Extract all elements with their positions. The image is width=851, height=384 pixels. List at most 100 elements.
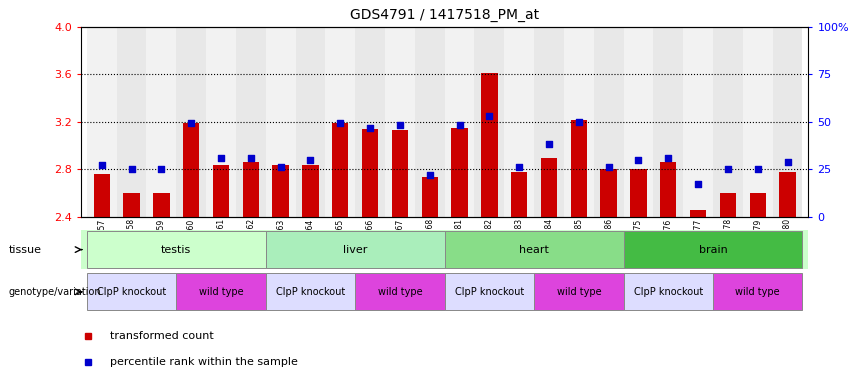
Point xyxy=(155,166,168,172)
Point xyxy=(393,122,407,129)
Point xyxy=(214,154,228,161)
Bar xyxy=(505,27,534,217)
Bar xyxy=(564,27,594,217)
Bar xyxy=(594,27,624,217)
Bar xyxy=(87,231,266,268)
Text: liver: liver xyxy=(343,245,368,255)
Title: GDS4791 / 1417518_PM_at: GDS4791 / 1417518_PM_at xyxy=(350,8,540,22)
Bar xyxy=(243,162,259,217)
Bar xyxy=(444,27,475,217)
Point xyxy=(512,164,526,170)
Bar xyxy=(332,123,348,217)
Bar xyxy=(683,27,713,217)
Bar xyxy=(713,273,802,310)
Text: ClpP knockout: ClpP knockout xyxy=(276,287,346,297)
Point xyxy=(95,162,109,168)
Bar xyxy=(236,27,266,217)
Bar xyxy=(123,193,140,217)
Bar xyxy=(183,123,199,217)
Bar xyxy=(541,157,557,217)
Point xyxy=(274,164,288,170)
Bar xyxy=(94,174,110,217)
Bar xyxy=(713,27,743,217)
Text: wild type: wild type xyxy=(557,287,601,297)
Bar xyxy=(87,27,117,217)
Bar xyxy=(421,177,438,217)
Bar xyxy=(266,231,444,268)
Bar xyxy=(176,273,266,310)
Point xyxy=(423,172,437,179)
Bar xyxy=(302,165,318,217)
Bar xyxy=(391,130,408,217)
Bar xyxy=(773,27,802,217)
Bar xyxy=(743,27,773,217)
Point xyxy=(721,166,734,172)
Bar xyxy=(481,73,498,217)
Point xyxy=(334,120,347,126)
Bar xyxy=(624,231,802,268)
Bar xyxy=(654,27,683,217)
Text: ClpP knockout: ClpP knockout xyxy=(97,287,166,297)
Bar xyxy=(444,231,624,268)
Point xyxy=(572,119,585,125)
Point xyxy=(691,180,705,187)
Bar xyxy=(362,129,379,217)
Bar xyxy=(720,193,736,217)
Bar xyxy=(534,27,564,217)
Bar xyxy=(475,27,505,217)
Point xyxy=(542,141,556,147)
Point xyxy=(751,166,764,172)
Point xyxy=(602,164,615,170)
Point xyxy=(363,125,377,131)
Bar xyxy=(624,27,654,217)
Point xyxy=(453,122,466,129)
Bar xyxy=(660,162,677,217)
Text: percentile rank within the sample: percentile rank within the sample xyxy=(110,357,298,367)
Bar xyxy=(206,27,236,217)
Bar xyxy=(153,193,169,217)
Bar xyxy=(624,273,713,310)
Bar xyxy=(117,27,146,217)
Bar xyxy=(780,172,796,217)
Text: wild type: wild type xyxy=(735,287,780,297)
Bar xyxy=(690,210,706,217)
Bar xyxy=(355,273,445,310)
Bar xyxy=(444,273,534,310)
Bar xyxy=(295,27,325,217)
Bar xyxy=(511,172,528,217)
Bar xyxy=(631,169,647,217)
Bar xyxy=(325,27,355,217)
Point xyxy=(185,120,198,126)
Text: genotype/variation: genotype/variation xyxy=(9,287,101,297)
Text: testis: testis xyxy=(161,245,191,255)
Point xyxy=(244,154,258,161)
Bar xyxy=(355,27,385,217)
Bar xyxy=(213,165,229,217)
Point xyxy=(483,113,496,119)
Bar xyxy=(385,27,414,217)
Point xyxy=(304,157,317,163)
Bar xyxy=(451,128,468,217)
Text: wild type: wild type xyxy=(198,287,243,297)
Point xyxy=(780,159,794,166)
Bar xyxy=(534,273,624,310)
Bar xyxy=(571,119,587,217)
Text: transformed count: transformed count xyxy=(110,331,214,341)
Text: brain: brain xyxy=(699,245,728,255)
Bar xyxy=(272,165,288,217)
Bar xyxy=(750,193,766,217)
Bar xyxy=(87,273,176,310)
Bar xyxy=(146,27,176,217)
Point xyxy=(631,157,645,163)
Bar xyxy=(176,27,206,217)
Text: ClpP knockout: ClpP knockout xyxy=(634,287,703,297)
Bar xyxy=(414,27,444,217)
Text: tissue: tissue xyxy=(9,245,42,255)
Text: wild type: wild type xyxy=(378,287,422,297)
Bar xyxy=(266,273,355,310)
Text: heart: heart xyxy=(519,245,549,255)
Point xyxy=(125,166,139,172)
Bar xyxy=(601,169,617,217)
Text: ClpP knockout: ClpP knockout xyxy=(454,287,524,297)
Bar xyxy=(266,27,295,217)
